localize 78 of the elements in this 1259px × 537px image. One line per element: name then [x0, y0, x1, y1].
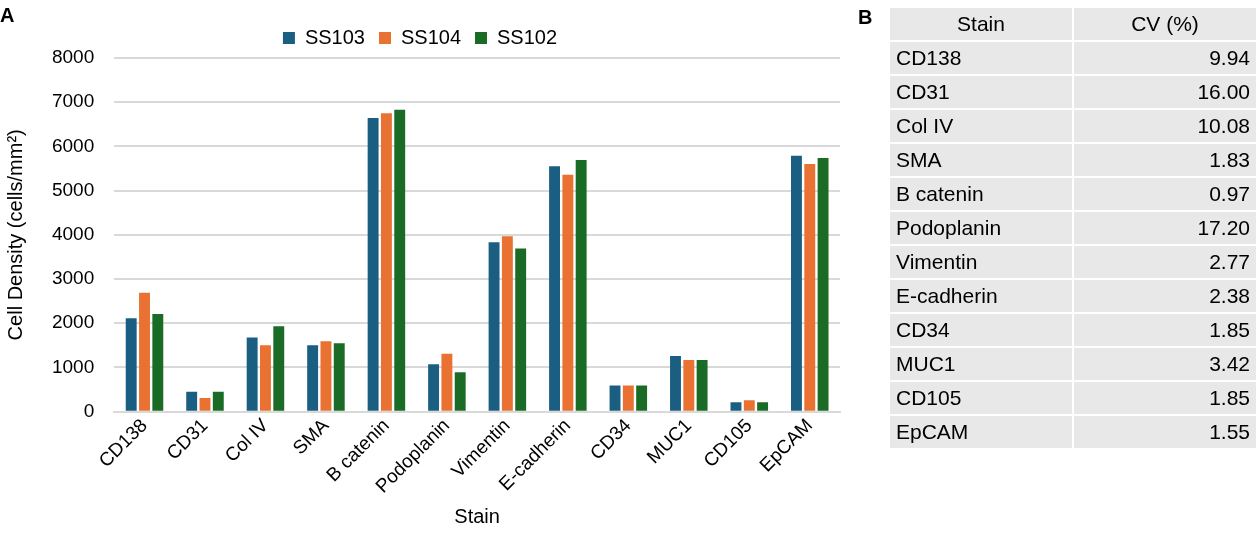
data-label: 2.77	[1073, 245, 1257, 279]
bar	[730, 402, 742, 411]
y-axis-title: Cell Density (cells/mm²)	[3, 129, 26, 341]
category-label: Col IV	[889, 109, 1073, 143]
bar	[515, 248, 527, 411]
bar	[757, 402, 769, 411]
category-label: E-cadherin	[889, 279, 1073, 313]
y-tick-label: 1000	[51, 355, 95, 377]
data-label: 0.97	[1073, 177, 1257, 211]
category-label: CD138	[889, 41, 1073, 75]
text: B	[858, 6, 873, 29]
bar	[212, 391, 224, 411]
bar	[622, 385, 634, 411]
y-tick-label: 8000	[51, 46, 95, 68]
bar	[260, 345, 271, 411]
y-tick-label: 7000	[51, 90, 95, 112]
bar	[501, 236, 513, 411]
bar	[609, 385, 621, 411]
category-label: CD105	[889, 381, 1073, 415]
data-label: 1.85	[1073, 381, 1257, 415]
data-label: 17.20	[1073, 211, 1257, 245]
text: CV (%)	[1073, 7, 1257, 41]
chart-title: A	[0, 3, 15, 26]
bar	[428, 364, 440, 411]
bar	[743, 400, 755, 411]
bar	[320, 341, 332, 411]
category-label: Podoplanin	[889, 211, 1073, 245]
category-label: B catenin	[889, 177, 1073, 211]
x-tick-label: Col IV	[220, 414, 273, 466]
bar	[696, 359, 708, 411]
bar	[562, 174, 574, 411]
bar	[380, 113, 392, 411]
x-axis-title: Stain	[454, 504, 500, 527]
bar	[199, 397, 211, 411]
category-label: CD34	[889, 313, 1073, 347]
bar	[139, 292, 150, 411]
y-tick-label: 6000	[51, 134, 95, 156]
bar	[636, 385, 648, 411]
bar	[125, 318, 137, 411]
legend-label: SS103	[304, 25, 365, 48]
data-label: 1.85	[1073, 313, 1257, 347]
bar	[804, 164, 816, 411]
category-label: MUC1	[889, 347, 1073, 381]
bar	[394, 109, 406, 411]
bar	[441, 353, 453, 411]
bar	[549, 166, 560, 411]
y-tick-label: 0	[83, 399, 95, 421]
bar	[273, 326, 285, 411]
data-label: 1.55	[1073, 415, 1257, 449]
bar	[670, 355, 681, 411]
bar	[488, 242, 500, 411]
bar	[333, 343, 345, 411]
bar	[683, 359, 695, 411]
text: Stain	[889, 7, 1073, 41]
data-label: 16.00	[1073, 75, 1257, 109]
legend-label: SS102	[497, 25, 558, 48]
bar	[246, 337, 258, 411]
bar	[454, 372, 466, 411]
data-label: 9.94	[1073, 41, 1257, 75]
bar	[791, 155, 802, 411]
y-tick-label: 2000	[51, 311, 95, 333]
category-label: Vimentin	[889, 245, 1073, 279]
bar	[152, 313, 164, 411]
data-label: 3.42	[1073, 347, 1257, 381]
bar	[817, 157, 829, 411]
y-tick-label: 4000	[51, 223, 95, 245]
legend-label: SS104	[400, 25, 462, 48]
bar	[367, 118, 379, 411]
bar	[307, 345, 319, 411]
data-label: 2.38	[1073, 279, 1257, 313]
y-tick-label: 5000	[51, 178, 95, 200]
bar	[575, 160, 587, 411]
bar	[186, 391, 198, 411]
data-label: 10.08	[1073, 109, 1257, 143]
y-tick-label: 3000	[51, 267, 95, 289]
category-label: SMA	[889, 143, 1073, 177]
data-label: 1.83	[1073, 143, 1257, 177]
category-label: CD31	[889, 75, 1073, 109]
